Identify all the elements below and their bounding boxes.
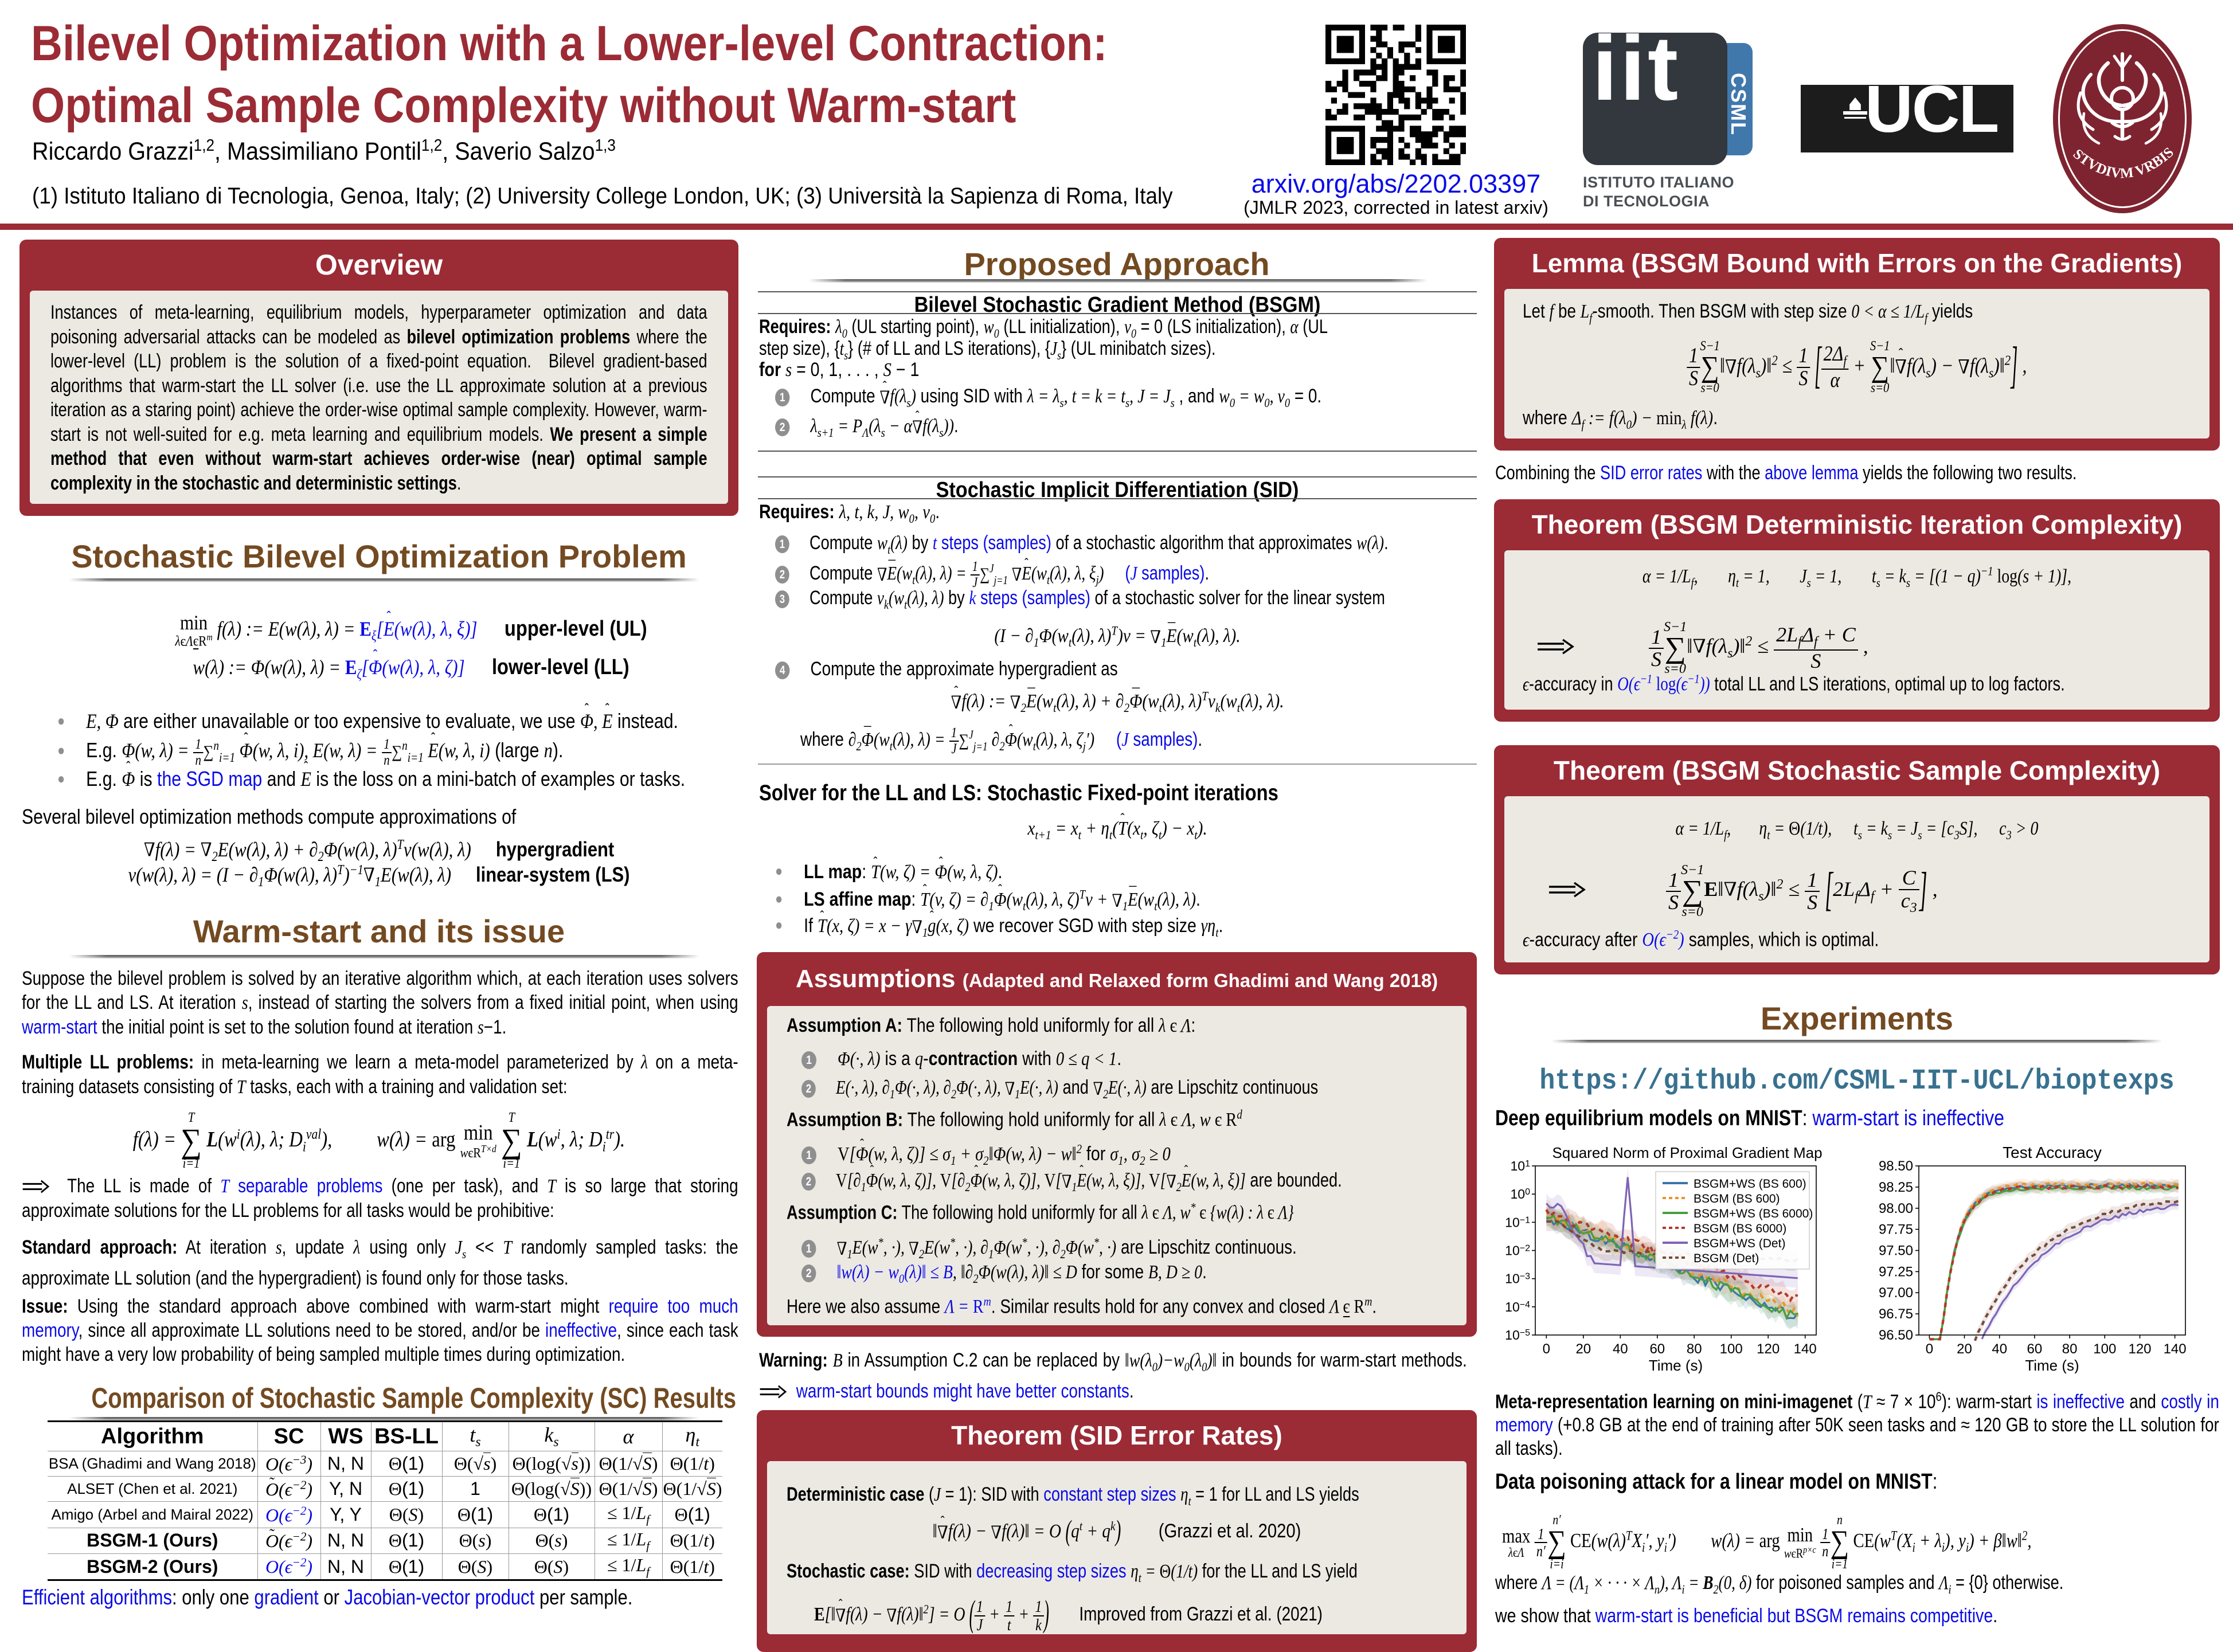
svg-text:140: 140 — [1794, 1341, 1817, 1357]
svg-text:10−1: 10−1 — [1505, 1215, 1530, 1230]
svg-text:Time (s): Time (s) — [2025, 1357, 2079, 1373]
svg-text:10−3: 10−3 — [1505, 1271, 1530, 1286]
svg-text:120: 120 — [1757, 1341, 1780, 1357]
svg-text:98.50: 98.50 — [1879, 1158, 1913, 1174]
svg-text:10−4: 10−4 — [1505, 1299, 1530, 1314]
svg-text:BSGM+WS (BS 600): BSGM+WS (BS 600) — [1694, 1177, 1806, 1191]
svg-text:BSGM (BS 6000): BSGM (BS 6000) — [1694, 1222, 1786, 1235]
svg-text:96.75: 96.75 — [1879, 1306, 1913, 1322]
svg-text:98.00: 98.00 — [1879, 1201, 1913, 1216]
svg-text:97.50: 97.50 — [1879, 1243, 1913, 1259]
svg-text:97.75: 97.75 — [1879, 1222, 1913, 1238]
svg-text:10−2: 10−2 — [1505, 1243, 1530, 1258]
svg-text:Test Accuracy: Test Accuracy — [2003, 1144, 2102, 1161]
svg-text:BSGM (Det): BSGM (Det) — [1694, 1252, 1759, 1265]
svg-text:120: 120 — [2128, 1341, 2151, 1357]
svg-text:140: 140 — [2164, 1341, 2187, 1357]
svg-text:60: 60 — [1649, 1341, 1665, 1357]
svg-text:STVDIVM VRBIS: STVDIVM VRBIS — [2070, 144, 2177, 181]
svg-text:97.00: 97.00 — [1879, 1285, 1913, 1301]
svg-text:BSGM (BS 600): BSGM (BS 600) — [1694, 1192, 1780, 1205]
svg-text:BSGM+WS (BS 6000): BSGM+WS (BS 6000) — [1694, 1207, 1813, 1220]
svg-text:100: 100 — [1511, 1187, 1531, 1201]
svg-text:0: 0 — [1926, 1341, 1933, 1357]
svg-text:80: 80 — [1687, 1341, 1702, 1357]
svg-text:96.50: 96.50 — [1879, 1328, 1913, 1343]
svg-text:60: 60 — [2027, 1341, 2043, 1357]
svg-text:98.25: 98.25 — [1879, 1180, 1913, 1195]
svg-text:20: 20 — [1575, 1341, 1591, 1357]
svg-text:Squared Norm of Proximal Gradi: Squared Norm of Proximal Gradient Map — [1552, 1144, 1822, 1161]
svg-text:Time (s): Time (s) — [1649, 1357, 1703, 1373]
svg-text:100: 100 — [1720, 1341, 1743, 1357]
svg-text:80: 80 — [2062, 1341, 2078, 1357]
svg-text:20: 20 — [1957, 1341, 1972, 1357]
svg-text:40: 40 — [1613, 1341, 1628, 1357]
svg-text:40: 40 — [1992, 1341, 2007, 1357]
svg-text:0: 0 — [1543, 1341, 1550, 1357]
svg-text:10−5: 10−5 — [1505, 1328, 1530, 1342]
svg-text:101: 101 — [1511, 1158, 1531, 1173]
svg-text:97.25: 97.25 — [1879, 1264, 1913, 1279]
svg-text:100: 100 — [2093, 1341, 2116, 1357]
svg-text:BSGM+WS (Det): BSGM+WS (Det) — [1694, 1237, 1785, 1250]
